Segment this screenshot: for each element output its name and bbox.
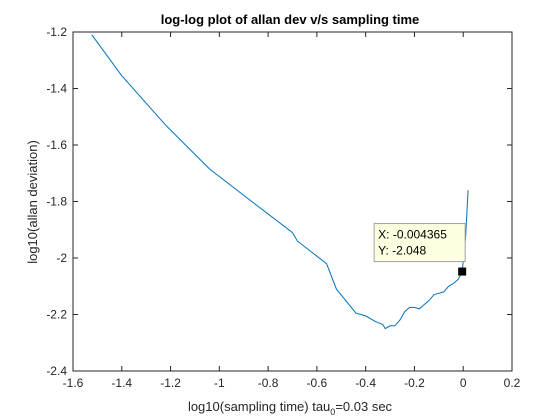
x-tick-label: -1: [214, 376, 225, 390]
datatip[interactable]: X: -0.004365 Y: -2.048: [373, 223, 467, 276]
datatip-box: [373, 223, 466, 263]
chart-title: log-log plot of allan dev v/s sampling t…: [161, 12, 420, 27]
y-tick-label: -2: [56, 251, 67, 265]
y-axis-label: log10(allan deviation): [25, 140, 40, 264]
datatip-marker[interactable]: [458, 267, 467, 276]
x-axis-label-rest: =0.03 sec: [335, 399, 392, 414]
y-tick-label: -2.2: [46, 308, 67, 322]
y-tick-label: -1.8: [46, 195, 67, 209]
y-tick-label: -1.2: [46, 25, 67, 39]
y-tick-label: -2.4: [46, 364, 67, 378]
x-tick-label: -0.4: [355, 376, 376, 390]
x-tick-label: -0.6: [307, 376, 328, 390]
x-tick-label: -1.2: [160, 376, 181, 390]
plot-area: [72, 31, 513, 372]
y-tick-label: -1.4: [46, 82, 67, 96]
y-axis: -1.2 -1.4 -1.6 -1.8 -2 -2.2 -2.4: [46, 25, 512, 378]
x-tick-label: -1.4: [111, 376, 132, 390]
x-axis: -1.6 -1.4 -1.2 -1 -0.8 -0.6 -0.4 -0.2 0 0.2: [63, 32, 521, 390]
x-tick-label: -1.6: [63, 376, 84, 390]
y-tick-label: -1.6: [46, 138, 67, 152]
x-axis-label-main: log10(sampling time) tau: [188, 399, 330, 414]
x-tick-label: -0.8: [258, 376, 279, 390]
x-axis-label-subscript: 0: [330, 407, 335, 417]
datatip-x-text: X: -0.004365: [378, 228, 447, 242]
x-tick-label: -0.2: [404, 376, 425, 390]
x-axis-label: log10(sampling time) tau0=0.03 sec: [188, 399, 393, 417]
series-line: [91, 34, 469, 330]
x-tick-label: 0: [460, 376, 467, 390]
datatip-y-text: Y: -2.048: [378, 244, 426, 258]
x-tick-label: 0.2: [504, 376, 521, 390]
